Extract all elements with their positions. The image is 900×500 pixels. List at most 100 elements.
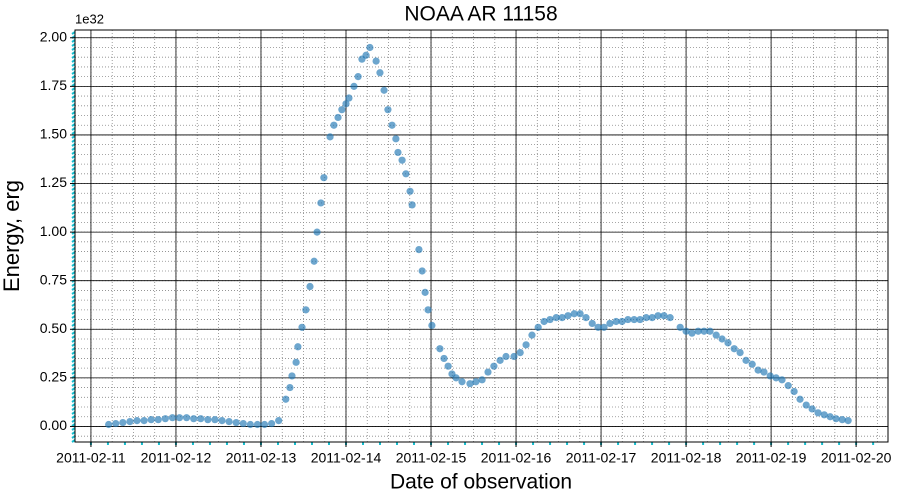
data-point [820, 411, 828, 419]
data-point [366, 43, 374, 52]
x-tick-label: 2011-02-18 [651, 450, 722, 466]
data-point [552, 314, 560, 322]
data-point [197, 415, 205, 423]
data-point [712, 331, 720, 339]
data-point [452, 374, 460, 382]
data-point [570, 310, 578, 318]
x-tick-label: 2011-02-15 [396, 450, 467, 466]
data-point [436, 345, 444, 353]
data-point [600, 323, 608, 331]
data-point [472, 378, 480, 386]
data-point [440, 354, 448, 363]
data-point [105, 420, 113, 429]
data-point [718, 335, 726, 343]
data-point [398, 156, 406, 164]
x-tick-label: 2011-02-16 [481, 450, 552, 466]
x-tick-label: 2011-02-19 [736, 450, 807, 466]
data-point [648, 314, 656, 322]
y-tick-label: 1.75 [40, 77, 67, 93]
data-point [406, 187, 414, 195]
data-point [772, 374, 780, 382]
data-point [218, 417, 226, 425]
data-point [808, 405, 816, 413]
data-point [666, 314, 674, 322]
data-point [618, 317, 626, 326]
data-point [354, 73, 362, 81]
data-point [534, 323, 542, 331]
data-point [282, 395, 290, 403]
data-point [168, 414, 177, 422]
data-point [748, 360, 756, 368]
data-point [706, 327, 714, 335]
data-point [700, 327, 708, 335]
data-point [642, 314, 650, 322]
data-point [154, 416, 162, 424]
data-point [260, 420, 269, 429]
data-point [814, 409, 822, 417]
x-tick-label: 2011-02-11 [56, 450, 126, 466]
data-point [376, 69, 384, 77]
y-offset-label: 1e32 [75, 11, 104, 26]
data-point [313, 228, 321, 236]
data-point [424, 306, 432, 314]
y-tick-label: 1.50 [40, 126, 67, 142]
data-point [790, 387, 798, 396]
data-point [796, 395, 804, 403]
data-point [844, 417, 852, 425]
y-tick-label: 0.00 [40, 417, 67, 433]
y-tick-label: 1.00 [40, 223, 67, 239]
data-point [253, 420, 262, 429]
data-point [211, 416, 219, 424]
y-axis-label: Energy, erg [0, 180, 24, 292]
x-tick-label: 2011-02-17 [566, 450, 637, 466]
data-point [275, 417, 283, 425]
data-point [380, 86, 388, 94]
data-point [338, 106, 346, 114]
data-point [418, 267, 426, 275]
plot-frame [74, 29, 889, 443]
data-point [161, 415, 169, 423]
data-point [388, 121, 396, 129]
data-point [510, 352, 518, 361]
data-point [594, 323, 602, 331]
data-point [415, 246, 423, 254]
data-point [736, 349, 744, 357]
data-point [112, 419, 120, 428]
data-point [292, 358, 300, 366]
data-point [606, 319, 614, 328]
data-point [342, 100, 350, 108]
data-point [466, 380, 474, 388]
data-point [126, 417, 134, 426]
x-tick-label: 2011-02-13 [226, 450, 297, 466]
x-axis-label: Date of observation [390, 471, 572, 494]
data-point [630, 315, 638, 324]
data-point [730, 345, 738, 353]
data-point [298, 323, 306, 331]
data-point [182, 414, 191, 422]
data-point [350, 82, 358, 90]
data-point [334, 113, 342, 122]
data-point [624, 315, 632, 324]
data-point [540, 317, 548, 326]
data-point [802, 401, 810, 409]
data-point [320, 174, 328, 182]
data-point [528, 331, 536, 339]
y-tick-label: 1.25 [40, 174, 67, 190]
data-point [310, 257, 318, 265]
data-point [225, 417, 233, 426]
data-point [838, 416, 846, 424]
data-point [444, 362, 452, 370]
data-point [394, 148, 402, 157]
data-point [372, 57, 380, 65]
data-point [754, 366, 762, 374]
x-tick-label: 2011-02-20 [821, 450, 892, 466]
data-point [688, 329, 696, 337]
data-point [345, 94, 353, 102]
y-tick-label: 0.50 [40, 320, 67, 336]
data-point [660, 312, 668, 320]
data-point [724, 339, 732, 347]
data-point [246, 420, 254, 429]
data-point [204, 416, 212, 424]
data-point [428, 321, 436, 329]
